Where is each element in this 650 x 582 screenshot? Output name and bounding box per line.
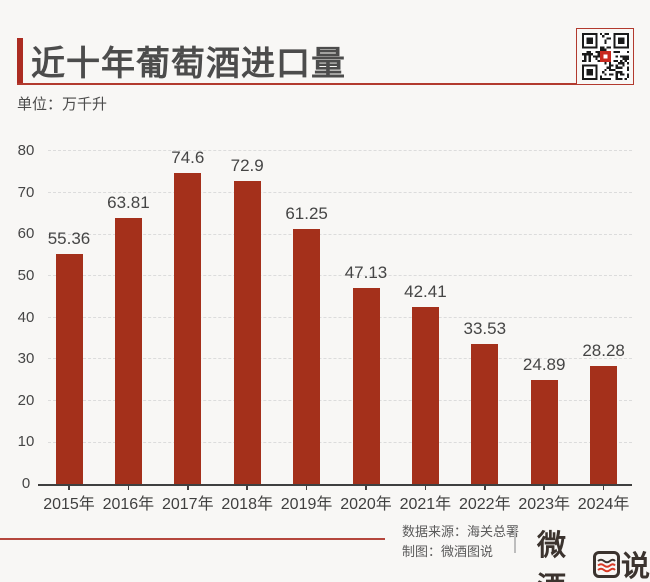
x-axis-tick bbox=[187, 484, 189, 490]
footer-rule bbox=[0, 538, 385, 540]
y-axis-tick-label: 0 bbox=[21, 475, 31, 492]
bar-value-label: 47.13 bbox=[344, 262, 388, 282]
data-source-line: 数据来源：海关总署 bbox=[402, 524, 520, 539]
bar-2022年 bbox=[471, 344, 499, 484]
x-axis-tick bbox=[365, 484, 367, 490]
footer-divider bbox=[514, 526, 516, 553]
x-axis-tick bbox=[305, 484, 308, 490]
x-axis-category-label: 2023年 bbox=[518, 496, 570, 513]
bar-2024年 bbox=[590, 366, 618, 484]
gridline bbox=[48, 441, 632, 443]
bar-value-label: 24.89 bbox=[522, 355, 566, 375]
bar-value-label: 55.36 bbox=[47, 228, 91, 248]
header-rule bbox=[17, 83, 634, 85]
bar-value-label: 33.53 bbox=[463, 319, 507, 339]
bar-2020年 bbox=[352, 287, 380, 484]
bar-2019年 bbox=[293, 229, 321, 484]
gridline bbox=[48, 358, 632, 360]
bar-2015年 bbox=[55, 253, 83, 484]
y-axis-tick-label: 60 bbox=[17, 225, 35, 243]
x-axis-tick bbox=[602, 484, 605, 490]
bar-value-label: 61.25 bbox=[285, 204, 328, 224]
x-axis-category-label: 2020年 bbox=[340, 496, 392, 513]
footer-credits: 数据来源：海关总署 制图：微酒图说 bbox=[402, 522, 519, 562]
page-title: 近十年葡萄酒进口量 bbox=[31, 45, 346, 83]
x-axis-tick bbox=[484, 484, 486, 490]
bar-value-label: 42.41 bbox=[404, 282, 447, 302]
brand-logo: 微酒 说 bbox=[537, 522, 650, 582]
bar-2023年 bbox=[530, 380, 558, 484]
y-axis-tick-label: 10 bbox=[17, 433, 35, 451]
y-axis-tick-label: 80 bbox=[17, 142, 35, 159]
x-axis-category-label: 2019年 bbox=[280, 496, 333, 513]
x-axis-category-label: 2018年 bbox=[221, 496, 273, 513]
gridline bbox=[48, 316, 632, 318]
y-axis-tick-label: 20 bbox=[17, 391, 35, 409]
gridline bbox=[48, 150, 632, 152]
logo-text-right: 说 bbox=[620, 551, 650, 582]
logo-text-left: 微酒 bbox=[537, 530, 567, 582]
x-axis-category-label: 2016年 bbox=[102, 496, 155, 513]
gridline bbox=[48, 400, 632, 401]
x-axis-tick bbox=[127, 484, 130, 490]
x-axis-category-label: 2021年 bbox=[399, 496, 452, 513]
y-axis-tick-label: 50 bbox=[17, 266, 35, 284]
x-axis-tick bbox=[543, 484, 545, 490]
bar-2016年 bbox=[114, 218, 142, 484]
bar-2018年 bbox=[233, 180, 261, 484]
title-accent-bar bbox=[17, 38, 23, 84]
y-axis-tick-label: 70 bbox=[17, 183, 35, 201]
bar-2021年 bbox=[411, 307, 439, 484]
bar-2017年 bbox=[174, 173, 202, 484]
x-axis-category-label: 2017年 bbox=[161, 496, 214, 513]
bar-value-label: 63.81 bbox=[107, 193, 150, 213]
y-axis-tick-label: 30 bbox=[17, 350, 35, 368]
x-axis-category-label: 2015年 bbox=[43, 496, 95, 513]
bar-value-label: 72.9 bbox=[230, 155, 264, 175]
unit-label: 单位：万千升 bbox=[17, 96, 108, 113]
gridline bbox=[48, 191, 632, 193]
credit-line: 制图：微酒图说 bbox=[402, 544, 494, 559]
gridline bbox=[48, 233, 632, 235]
x-axis-line bbox=[38, 484, 632, 486]
gridline bbox=[48, 275, 632, 277]
x-axis-tick bbox=[424, 484, 427, 490]
x-axis-category-label: 2022年 bbox=[458, 496, 511, 513]
x-axis-tick bbox=[68, 484, 70, 490]
bar-value-label: 28.28 bbox=[582, 341, 625, 361]
x-axis-category-label: 2024年 bbox=[577, 496, 630, 513]
y-axis-tick-label: 40 bbox=[17, 308, 35, 326]
logo-tu-wave-icon bbox=[592, 550, 620, 578]
bar-value-label: 74.6 bbox=[171, 148, 205, 168]
x-axis-tick bbox=[246, 484, 248, 490]
qr-code-icon bbox=[582, 33, 629, 80]
qr-frame bbox=[576, 28, 634, 85]
